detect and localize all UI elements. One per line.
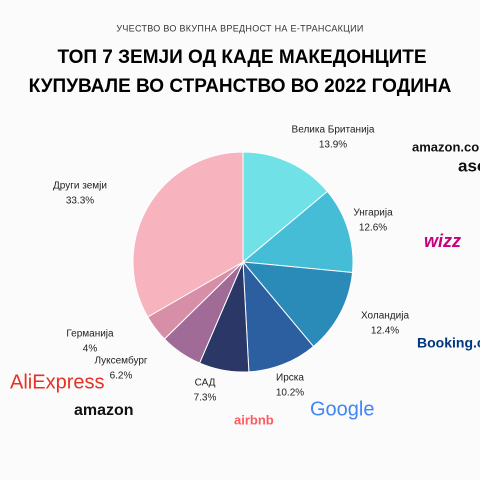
slice-label: Ирска: [276, 373, 304, 384]
brand-logo: amazon.co.uk: [412, 139, 480, 154]
slice-label: Унгарија: [353, 208, 393, 219]
slice-value: 33.3%: [66, 196, 94, 207]
brand-logo: asos: [458, 156, 480, 175]
slice-label: Други земји: [53, 181, 107, 192]
slice-label: САД: [195, 378, 216, 389]
slice-value: 12.4%: [371, 326, 399, 337]
pie-slice: [242, 151, 329, 264]
chart-title: КУПУВАЛЕ ВО СТРАНСТВО ВО 2022 ГОДИНА: [29, 76, 452, 97]
chart-title: ТОП 7 ЗЕМЈИ ОД КАДЕ МАКЕДОНЦИТЕ: [57, 47, 426, 68]
slice-label: Германија: [66, 329, 114, 340]
brand-logo: wizz: [424, 231, 461, 251]
slice-value: 7.3%: [194, 393, 217, 404]
slice-label: Луксембург: [94, 355, 147, 367]
slice-value: 12.6%: [359, 223, 387, 234]
brand-logo: AliExpress: [10, 371, 104, 393]
slice-value: 10.2%: [276, 388, 304, 399]
brand-logo: amazon: [74, 402, 134, 419]
pie-slice: [132, 151, 244, 318]
brand-logo: airbnb: [234, 412, 274, 427]
slice-value: 4%: [83, 344, 98, 355]
slice-label: Холандија: [361, 311, 409, 322]
slice-value: 6.2%: [110, 371, 133, 382]
slice-value: 13.9%: [319, 140, 347, 151]
slice-label: Велика Британија: [292, 125, 375, 136]
brand-logo: Booking.com: [417, 335, 480, 351]
pie-slice: [242, 260, 315, 373]
chart-subtitle: УЧЕСТВО ВО ВКУПНА ВРЕДНОСТ НА Е-ТРАНСАКЦ…: [116, 23, 363, 33]
pie-slice: [241, 261, 354, 348]
pie-slice: [241, 190, 354, 274]
brand-logo: Google: [310, 398, 375, 420]
